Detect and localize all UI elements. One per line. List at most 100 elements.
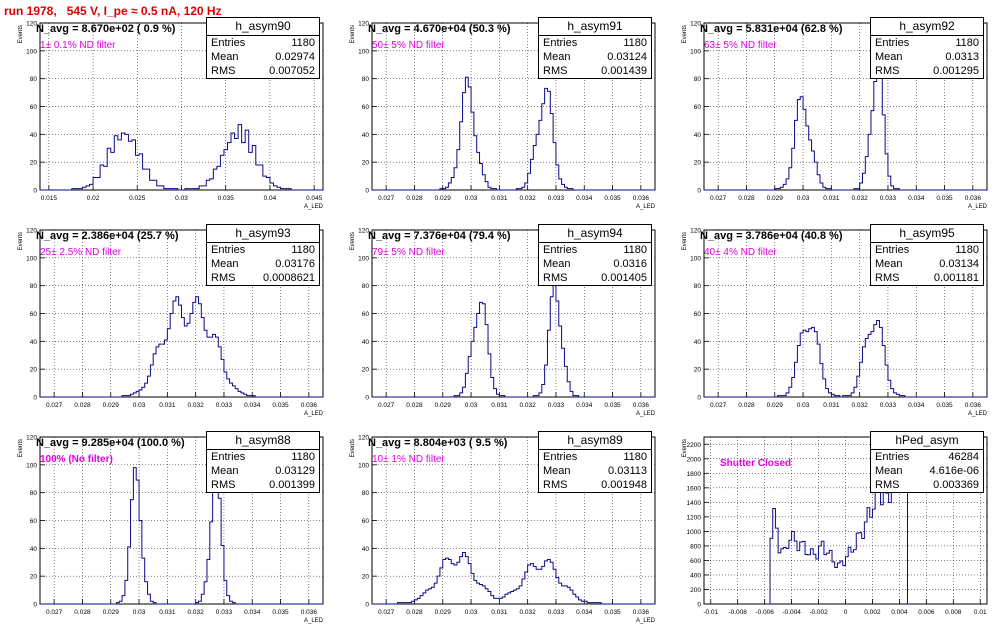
x-tick-label: 0.028 xyxy=(74,402,91,409)
navg-label: N_avg = 2.386e+04 (25.7 %) xyxy=(36,230,179,242)
y-tick-label: 60 xyxy=(362,104,370,111)
histogram-plot: 0.015 0.02 0.025 0.03 0.035 0.04 0.045 0 20 40 60 8… xyxy=(18,21,324,211)
x-tick-label: 0.034 xyxy=(576,609,593,616)
y-axis-label: Events xyxy=(18,232,24,250)
stats-label: Mean xyxy=(211,51,239,63)
x-tick-label: 0.002 xyxy=(864,609,881,616)
x-tick-label: 0.035 xyxy=(936,195,953,202)
x-tick-label: 0.03 xyxy=(465,609,478,616)
histogram-plot: 0.027 0.028 0.029 0.03 0.031 0.032 0.033 0.034 0… xyxy=(682,21,988,211)
y-tick-label: 2200 xyxy=(687,442,702,449)
y-tick-label: 60 xyxy=(30,311,38,318)
stats-row-rms: RMS 0.0008621 xyxy=(207,271,319,285)
y-tick-label: 40 xyxy=(694,132,702,139)
x-tick-label: 0.029 xyxy=(435,402,452,409)
x-tick-label: 0.035 xyxy=(936,402,953,409)
stats-value: 0.001181 xyxy=(933,272,979,284)
x-axis-label: A_LED xyxy=(304,411,324,417)
y-tick-label: 40 xyxy=(362,132,370,139)
y-tick-label: 120 xyxy=(26,435,37,442)
y-axis-label: Events xyxy=(350,232,356,250)
x-tick-label: 0.027 xyxy=(46,402,63,409)
stats-box: hPed_asym Entries 46284 Mean 4.616e-06 RMS 0.0… xyxy=(870,431,984,493)
filter-label: 63± 5% ND filter xyxy=(704,40,777,51)
x-tick-label: 0.031 xyxy=(491,609,508,616)
x-tick-label: 0.025 xyxy=(129,195,146,202)
stats-label: RMS xyxy=(543,272,568,284)
y-axis-label: Events xyxy=(682,232,688,250)
histogram-plot: 0.027 0.028 0.029 0.03 0.031 0.032 0.033 0.034 0… xyxy=(682,228,988,418)
y-tick-label: 100 xyxy=(26,48,37,55)
x-tick-label: 0.027 xyxy=(378,609,395,616)
x-tick-label: 0.028 xyxy=(406,609,423,616)
x-axis-label: A_LED xyxy=(636,411,656,417)
x-tick-label: 0.006 xyxy=(918,609,935,616)
stats-row-entries: Entries 46284 xyxy=(871,450,983,464)
histogram-plot: 0.027 0.028 0.029 0.03 0.031 0.032 0.033 0.034 0… xyxy=(350,435,656,625)
x-tick-label: 0.03 xyxy=(797,195,810,202)
x-axis-label: A_LED xyxy=(968,411,988,417)
stats-row-entries: Entries 1180 xyxy=(871,36,983,50)
stats-label: Entries xyxy=(211,244,246,256)
x-tick-label: 0.03 xyxy=(133,609,146,616)
stats-row-rms: RMS 0.001181 xyxy=(871,271,983,285)
stats-row-rms: RMS 0.001948 xyxy=(539,478,651,492)
stats-box: h_asym90 Entries 1180 Mean 0.02974 RMS 0.00705… xyxy=(206,17,320,79)
y-axis-label: Events xyxy=(350,439,356,457)
x-axis-label: A_LED xyxy=(636,618,656,624)
stats-row-entries: Entries 1180 xyxy=(207,450,319,464)
y-tick-label: 80 xyxy=(30,283,38,290)
histogram-name: h_asym92 xyxy=(871,18,983,36)
histogram-panel-h_asym95: 0.027 0.028 0.029 0.03 0.031 0.032 0.033 0.034 0… xyxy=(664,221,994,426)
histogram-panel-hPed_asym: -0.01 -0.008 -0.006 -0.004 -0.002 0 0.002 0.004… xyxy=(664,428,994,633)
stats-box: h_asym94 Entries 1180 Mean 0.0316 RMS 0.001405 xyxy=(538,224,652,286)
navg-label: N_avg = 3.786e+04 (40.8 %) xyxy=(700,230,843,242)
x-tick-label: 0.028 xyxy=(406,195,423,202)
histogram-name: h_asym93 xyxy=(207,225,319,243)
x-tick-label: 0.036 xyxy=(633,402,650,409)
y-tick-label: 40 xyxy=(362,546,370,553)
filter-label: 40± 4% ND filter xyxy=(704,247,777,258)
stats-value: 1180 xyxy=(291,37,315,49)
stats-row-rms: RMS 0.001405 xyxy=(539,271,651,285)
stats-label: RMS xyxy=(211,479,236,491)
x-tick-label: -0.008 xyxy=(728,609,747,616)
histogram-panel-h_asym94: 0.027 0.028 0.029 0.03 0.031 0.032 0.033 0.034 0… xyxy=(332,221,662,426)
y-tick-label: 40 xyxy=(30,546,38,553)
stats-label: Mean xyxy=(211,258,239,270)
x-tick-label: 0.036 xyxy=(301,609,318,616)
stats-label: Entries xyxy=(543,244,578,256)
y-tick-label: 120 xyxy=(358,21,369,28)
x-tick-label: 0.027 xyxy=(378,195,395,202)
stats-value: 0.0316 xyxy=(613,258,647,270)
y-tick-label: 80 xyxy=(362,76,370,83)
stats-value: 0.03124 xyxy=(607,51,647,63)
stats-row-mean: Mean 4.616e-06 xyxy=(871,464,983,478)
stats-box: h_asym88 Entries 1180 Mean 0.03129 RMS 0.00139… xyxy=(206,431,320,493)
stats-row-mean: Mean 0.03176 xyxy=(207,257,319,271)
stats-value: 0.001405 xyxy=(601,272,647,284)
x-tick-label: 0.034 xyxy=(908,402,925,409)
x-tick-label: 0.031 xyxy=(823,402,840,409)
x-tick-label: 0.029 xyxy=(103,402,120,409)
stats-value: 4.616e-06 xyxy=(929,465,979,477)
x-tick-label: 0.033 xyxy=(216,609,233,616)
y-tick-label: 120 xyxy=(26,228,37,235)
x-tick-label: 0.031 xyxy=(159,402,176,409)
stats-box: h_asym91 Entries 1180 Mean 0.03124 RMS 0.00143… xyxy=(538,17,652,79)
x-tick-label: 0.035 xyxy=(272,402,289,409)
stats-label: Mean xyxy=(875,258,903,270)
stats-value: 1180 xyxy=(291,244,315,256)
x-tick-label: 0.036 xyxy=(301,402,318,409)
stats-box: h_asym95 Entries 1180 Mean 0.03134 RMS 0.00118… xyxy=(870,224,984,286)
y-tick-label: 200 xyxy=(690,587,701,594)
y-tick-label: 100 xyxy=(358,462,369,469)
stats-label: Mean xyxy=(543,465,571,477)
y-tick-label: 0 xyxy=(33,395,37,402)
y-tick-label: 40 xyxy=(362,339,370,346)
stats-label: Entries xyxy=(543,451,578,463)
stats-value: 0.0313 xyxy=(945,51,979,63)
y-tick-label: 100 xyxy=(690,255,701,262)
histogram-line xyxy=(704,64,987,191)
histogram-panel-h_asym90: 0.015 0.02 0.025 0.03 0.035 0.04 0.045 0 20 40 60 8… xyxy=(0,14,330,219)
